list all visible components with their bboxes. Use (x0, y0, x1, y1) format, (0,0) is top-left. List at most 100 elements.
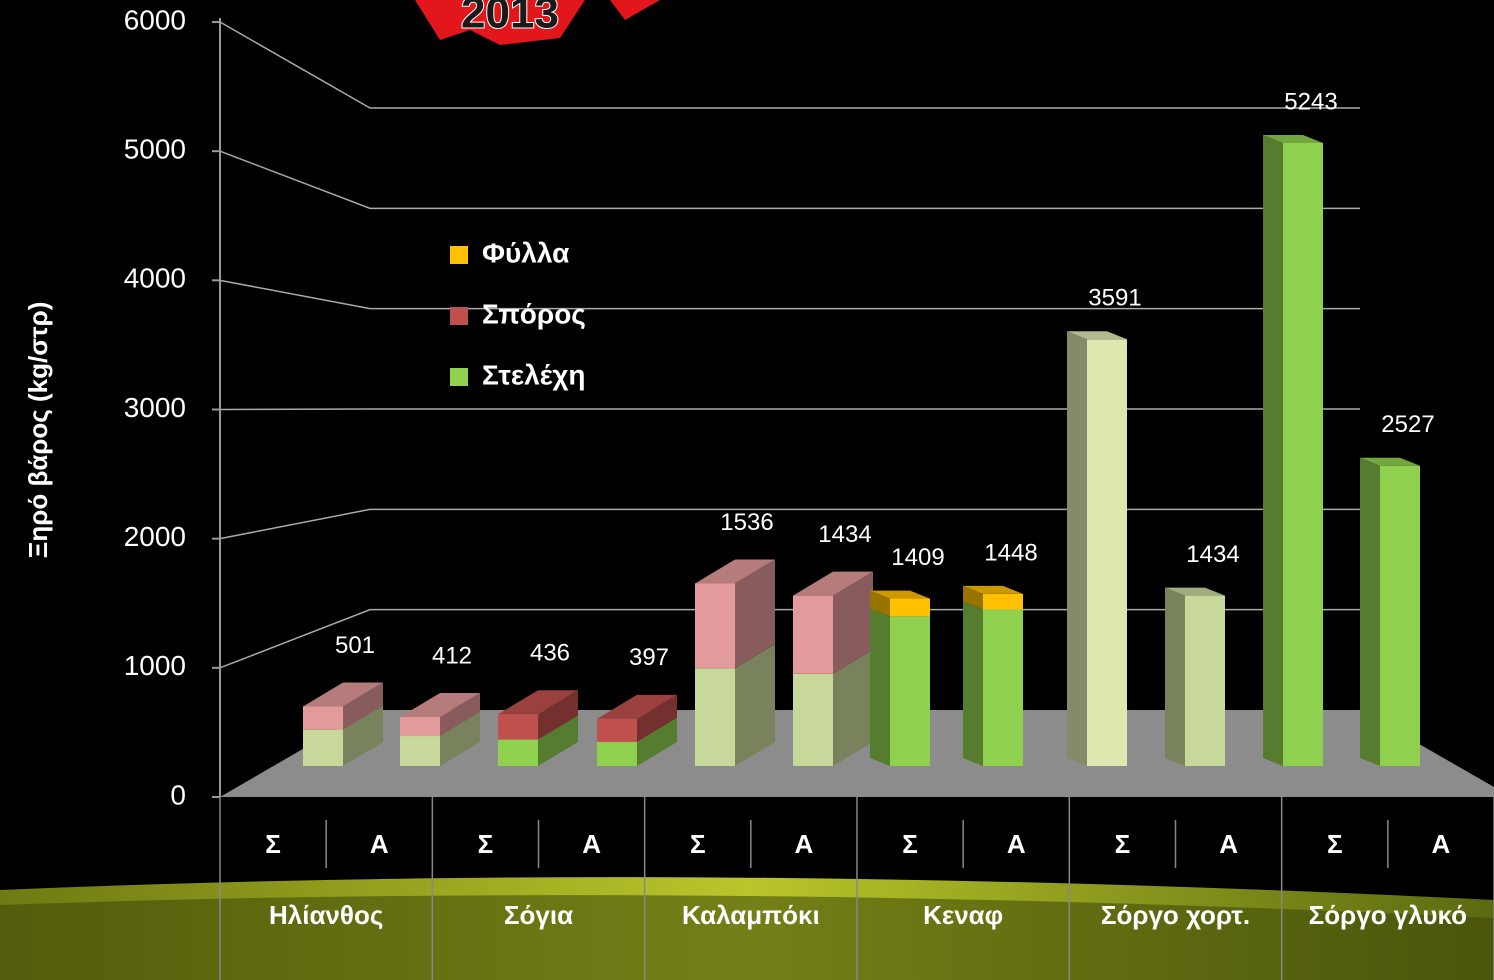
bar-segment (597, 718, 637, 742)
bar-top (695, 559, 775, 584)
x-tick-label: Α (795, 829, 814, 859)
bar-top (1263, 134, 1323, 143)
legend-swatch (450, 368, 468, 386)
legend-label: Στελέχη (482, 359, 586, 390)
data-label: 1448 (984, 539, 1037, 566)
chart-title: 2013 (461, 0, 559, 38)
bar-top (1360, 457, 1420, 466)
bar-segment (400, 736, 440, 766)
bar-segment (695, 583, 735, 669)
bar-segment (890, 598, 930, 617)
data-label: 3591 (1088, 285, 1141, 312)
bar-segment-side (637, 694, 677, 742)
bar-top (963, 585, 1023, 594)
bar-segment-side (735, 559, 775, 669)
bar-top (1165, 587, 1225, 596)
x-tick-label: Α (582, 829, 601, 859)
bar-segment (400, 717, 440, 737)
x-tick-label: Α (1219, 829, 1238, 859)
grid-line (219, 21, 1360, 109)
bar-segment-side (343, 682, 383, 730)
bar-segment-side (870, 608, 890, 766)
bar-segment (695, 668, 735, 766)
grid-line (219, 279, 1360, 310)
bar-top (498, 690, 578, 715)
grid-line (219, 408, 1360, 411)
data-label: 436 (530, 640, 570, 667)
bar-segment-side (637, 717, 677, 766)
bar-segment-side (870, 590, 890, 617)
bar-segment-side (1263, 134, 1283, 766)
bar-segment-side (440, 693, 480, 737)
bar-segment-side (833, 571, 873, 674)
x-tick-label: Σ (902, 829, 918, 859)
data-label: 1409 (891, 544, 944, 571)
legend-swatch (450, 246, 468, 264)
bar-segment (983, 593, 1023, 610)
plot-area: 0 1000 2000 3000 4000 5000 6000 Σ Α Σ Α Σ Α Σ Α Σ Α Σ Α Ηλί… (124, 4, 1494, 980)
y-tick-label: 2000 (124, 521, 186, 552)
y-tick-label: 6000 (124, 4, 186, 35)
x-tick-label: Σ (265, 829, 281, 859)
data-label: 2527 (1381, 411, 1434, 438)
bar-segment (1087, 339, 1127, 766)
x-tick-label: Α (1007, 829, 1026, 859)
bar-segment (890, 616, 930, 766)
decor-swoosh-shade (0, 895, 1494, 980)
bar-segment (983, 609, 1023, 766)
bar-segment-side (735, 644, 775, 766)
data-label: 397 (629, 644, 669, 671)
y-tick-label: 4000 (124, 263, 186, 294)
y-tick-label: 1000 (124, 650, 186, 681)
grid-line (219, 150, 1360, 210)
group-label: Κεναφ (923, 900, 1003, 930)
x-tick-label: Σ (1327, 829, 1343, 859)
bar-segment (597, 741, 637, 766)
bar-segment (498, 714, 538, 740)
bar-top (1067, 331, 1127, 340)
data-label: 412 (432, 642, 472, 669)
bar-top (400, 693, 480, 718)
bar-segment-side (440, 712, 480, 766)
group-label: Σόργο γλυκό (1309, 900, 1467, 930)
group-label: Σόγια (504, 900, 573, 930)
data-label: 5243 (1284, 88, 1337, 115)
bar-top (597, 694, 677, 719)
data-label: 1434 (818, 521, 871, 548)
data-label: 1536 (720, 509, 773, 536)
bar-segment (498, 739, 538, 766)
bar-segment (1283, 142, 1323, 766)
bar-segment (303, 706, 343, 730)
bar-segment-side (833, 649, 873, 766)
bar-segment (793, 673, 833, 766)
bar-segment (303, 729, 343, 766)
bar-segment-side (1360, 457, 1380, 766)
bar-segment-side (963, 585, 983, 610)
y-tick-label: 3000 (124, 392, 186, 423)
x-tick-label: Α (1432, 829, 1451, 859)
y-tick-label: 5000 (124, 134, 186, 165)
x-tick-label: Α (370, 829, 389, 859)
x-tick-label: Σ (1115, 829, 1131, 859)
legend-label: Φύλλα (482, 237, 569, 268)
legend-label: Σπόρος (482, 298, 586, 329)
x-tick-label: Σ (478, 829, 494, 859)
bar-segment-side (538, 715, 578, 766)
data-label: 1434 (1186, 541, 1239, 568)
bar-segment-side (963, 601, 983, 766)
group-label: Καλαμπόκι (682, 900, 820, 930)
bar-segment-side (1067, 331, 1087, 766)
group-label: Σόργο χορτ. (1101, 900, 1250, 930)
bar-top (793, 571, 873, 596)
y-axis-label: Ξηρό βάρος (kg/στρ) (23, 302, 53, 559)
bar-segment (1185, 595, 1225, 766)
bar-top (303, 682, 383, 707)
data-label: 501 (335, 632, 375, 659)
y-tick-label: 0 (170, 779, 186, 810)
group-label: Ηλίανθος (269, 900, 383, 930)
bar-segment (1380, 465, 1420, 766)
title-ribbon (415, 0, 660, 45)
bar-segment-side (343, 705, 383, 766)
grid-line (219, 508, 1360, 540)
